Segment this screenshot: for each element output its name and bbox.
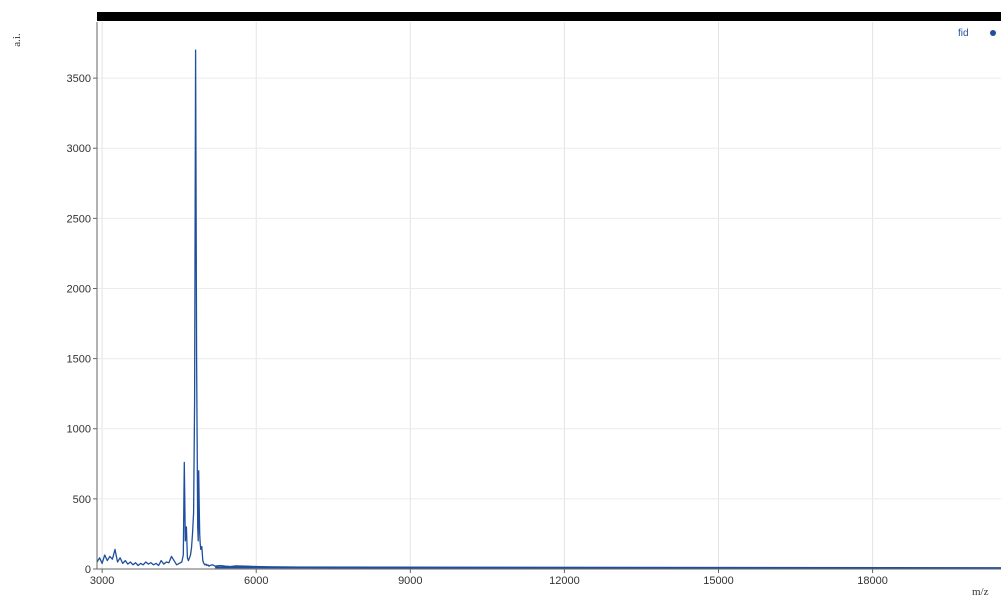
top-bar	[97, 12, 1001, 21]
x-tick-label: 18000	[857, 575, 888, 587]
y-tick-label: 2500	[67, 213, 91, 225]
y-tick-label: 0	[85, 564, 91, 576]
y-tick-label: 3000	[67, 143, 91, 155]
grid	[97, 22, 1001, 569]
y-tick-label: 500	[73, 494, 91, 506]
x-tick-label: 12000	[549, 575, 580, 587]
y-tick-label: 2000	[67, 283, 91, 295]
y-ticks: 0 500 1000 1500 2000 2500 3000 3500	[67, 73, 97, 576]
y-tick-label: 3500	[67, 73, 91, 85]
x-axis-label: m/z	[972, 586, 989, 597]
series-line-fid	[96, 49, 1001, 569]
x-tick-label: 15000	[703, 575, 734, 587]
legend[interactable]: fid	[958, 28, 996, 39]
plot-area	[96, 49, 1001, 570]
legend-marker-fid	[990, 30, 996, 36]
x-tick-label: 9000	[398, 575, 422, 587]
y-axis-label: a.i.	[11, 33, 23, 47]
baseline-noise	[215, 566, 1001, 570]
x-tick-label: 6000	[244, 575, 268, 587]
x-ticks: 3000 6000 9000 12000 15000 18000	[90, 569, 888, 587]
y-tick-label: 1500	[67, 354, 91, 366]
x-tick-label: 3000	[90, 575, 114, 587]
y-tick-label: 1000	[67, 424, 91, 436]
legend-label-fid: fid	[958, 28, 969, 39]
